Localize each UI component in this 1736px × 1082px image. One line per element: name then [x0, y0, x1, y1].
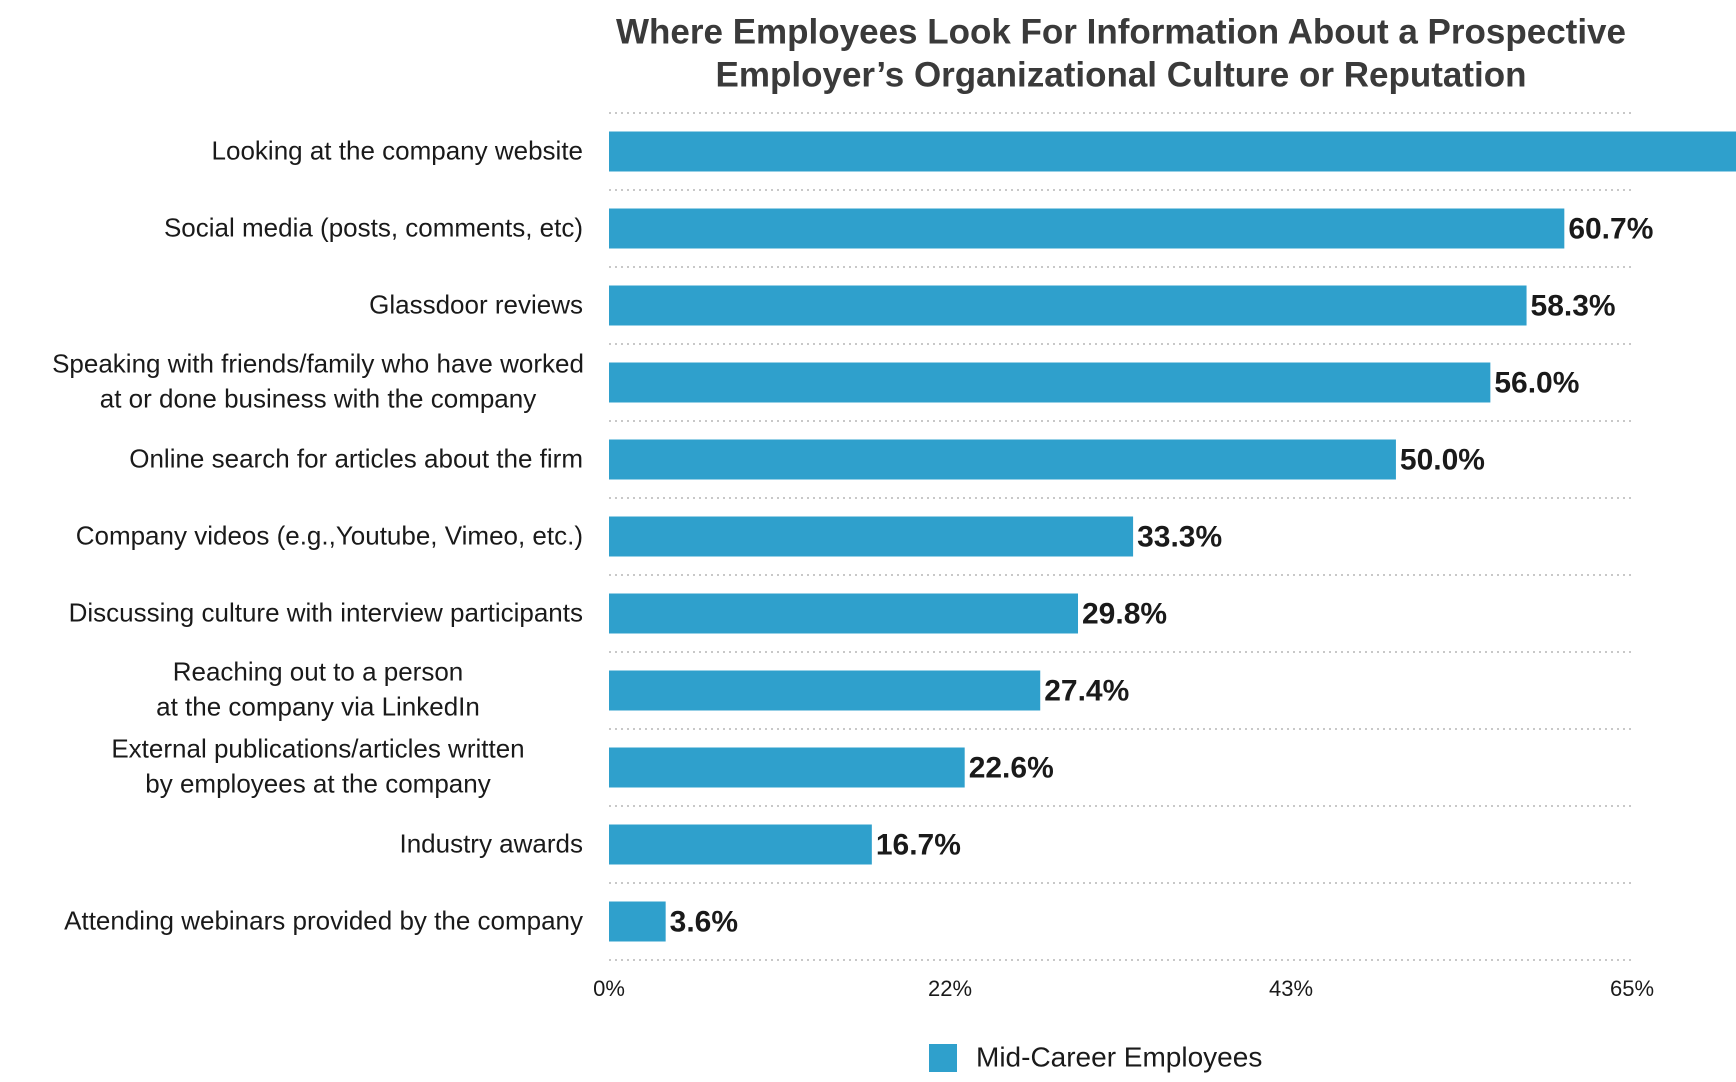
x-tick-label-0pct: 0% [593, 976, 625, 1001]
chart-title-line-1: Where Employees Look For Information Abo… [616, 12, 1626, 51]
legend-swatch [929, 1044, 957, 1072]
chart-title-line-2: Employer’s Organizational Culture or Rep… [716, 55, 1527, 94]
legend: Mid-Career Employees [929, 1041, 1262, 1072]
value-label-8: 27.4% [1044, 674, 1129, 707]
bar-9 [609, 747, 965, 788]
value-label-4: 56.0% [1494, 366, 1579, 399]
bar-5 [609, 439, 1396, 480]
category-label-9-line-1: External publications/articles written [111, 733, 524, 763]
value-label-10: 16.7% [876, 828, 961, 861]
value-label-3: 58.3% [1531, 289, 1616, 322]
legend-label: Mid-Career Employees [976, 1041, 1262, 1072]
category-label-8-line-2: at the company via LinkedIn [156, 691, 480, 721]
category-label-7: Discussing culture with interview partic… [69, 597, 583, 627]
value-label-2: 60.7% [1568, 212, 1653, 245]
category-label-10: Industry awards [399, 828, 583, 858]
category-label-2: Social media (posts, comments, etc) [164, 212, 583, 242]
bar-1 [609, 131, 1736, 172]
x-axis-ticks: 0% 22% 43% 65% [593, 976, 1654, 1001]
chart-title: Where Employees Look For Information Abo… [616, 12, 1626, 94]
bar-8 [609, 670, 1041, 711]
x-tick-label-22pct: 22% [928, 976, 972, 1001]
category-label-3: Glassdoor reviews [369, 289, 583, 319]
gridlines [609, 112, 1632, 961]
bar-3 [609, 285, 1527, 326]
bar-10 [609, 824, 872, 865]
category-label-11: Attending webinars provided by the compa… [64, 905, 583, 935]
category-label-5: Online search for articles about the fir… [129, 443, 583, 473]
x-tick-label-43pct: 43% [1269, 976, 1313, 1001]
value-labels: 79.8%60.7%58.3%56.0%50.0%33.3%29.8%27.4%… [670, 212, 1654, 938]
value-label-6: 33.3% [1137, 520, 1222, 553]
value-label-11: 3.6% [670, 905, 738, 938]
value-label-5: 50.0% [1400, 443, 1485, 476]
category-label-9-line-2: by employees at the company [145, 768, 490, 798]
bar-2 [609, 208, 1565, 249]
category-label-8-line-1: Reaching out to a person [173, 656, 464, 686]
bar-11 [609, 901, 666, 942]
category-label-1: Looking at the company website [212, 135, 583, 165]
bar-7 [609, 593, 1079, 634]
bar-4 [609, 362, 1491, 403]
x-tick-label-65pct: 65% [1610, 976, 1654, 1001]
category-label-6: Company videos (e.g.,Youtube, Vimeo, etc… [76, 520, 583, 550]
category-label-4-line-2: at or done business with the company [100, 383, 536, 413]
category-labels: Looking at the company website Social med… [52, 135, 584, 935]
bars [609, 131, 1736, 942]
category-label-4-line-1: Speaking with friends/family who have wo… [52, 348, 584, 378]
value-label-9: 22.6% [969, 751, 1054, 784]
value-label-7: 29.8% [1082, 597, 1167, 630]
bar-6 [609, 516, 1134, 557]
